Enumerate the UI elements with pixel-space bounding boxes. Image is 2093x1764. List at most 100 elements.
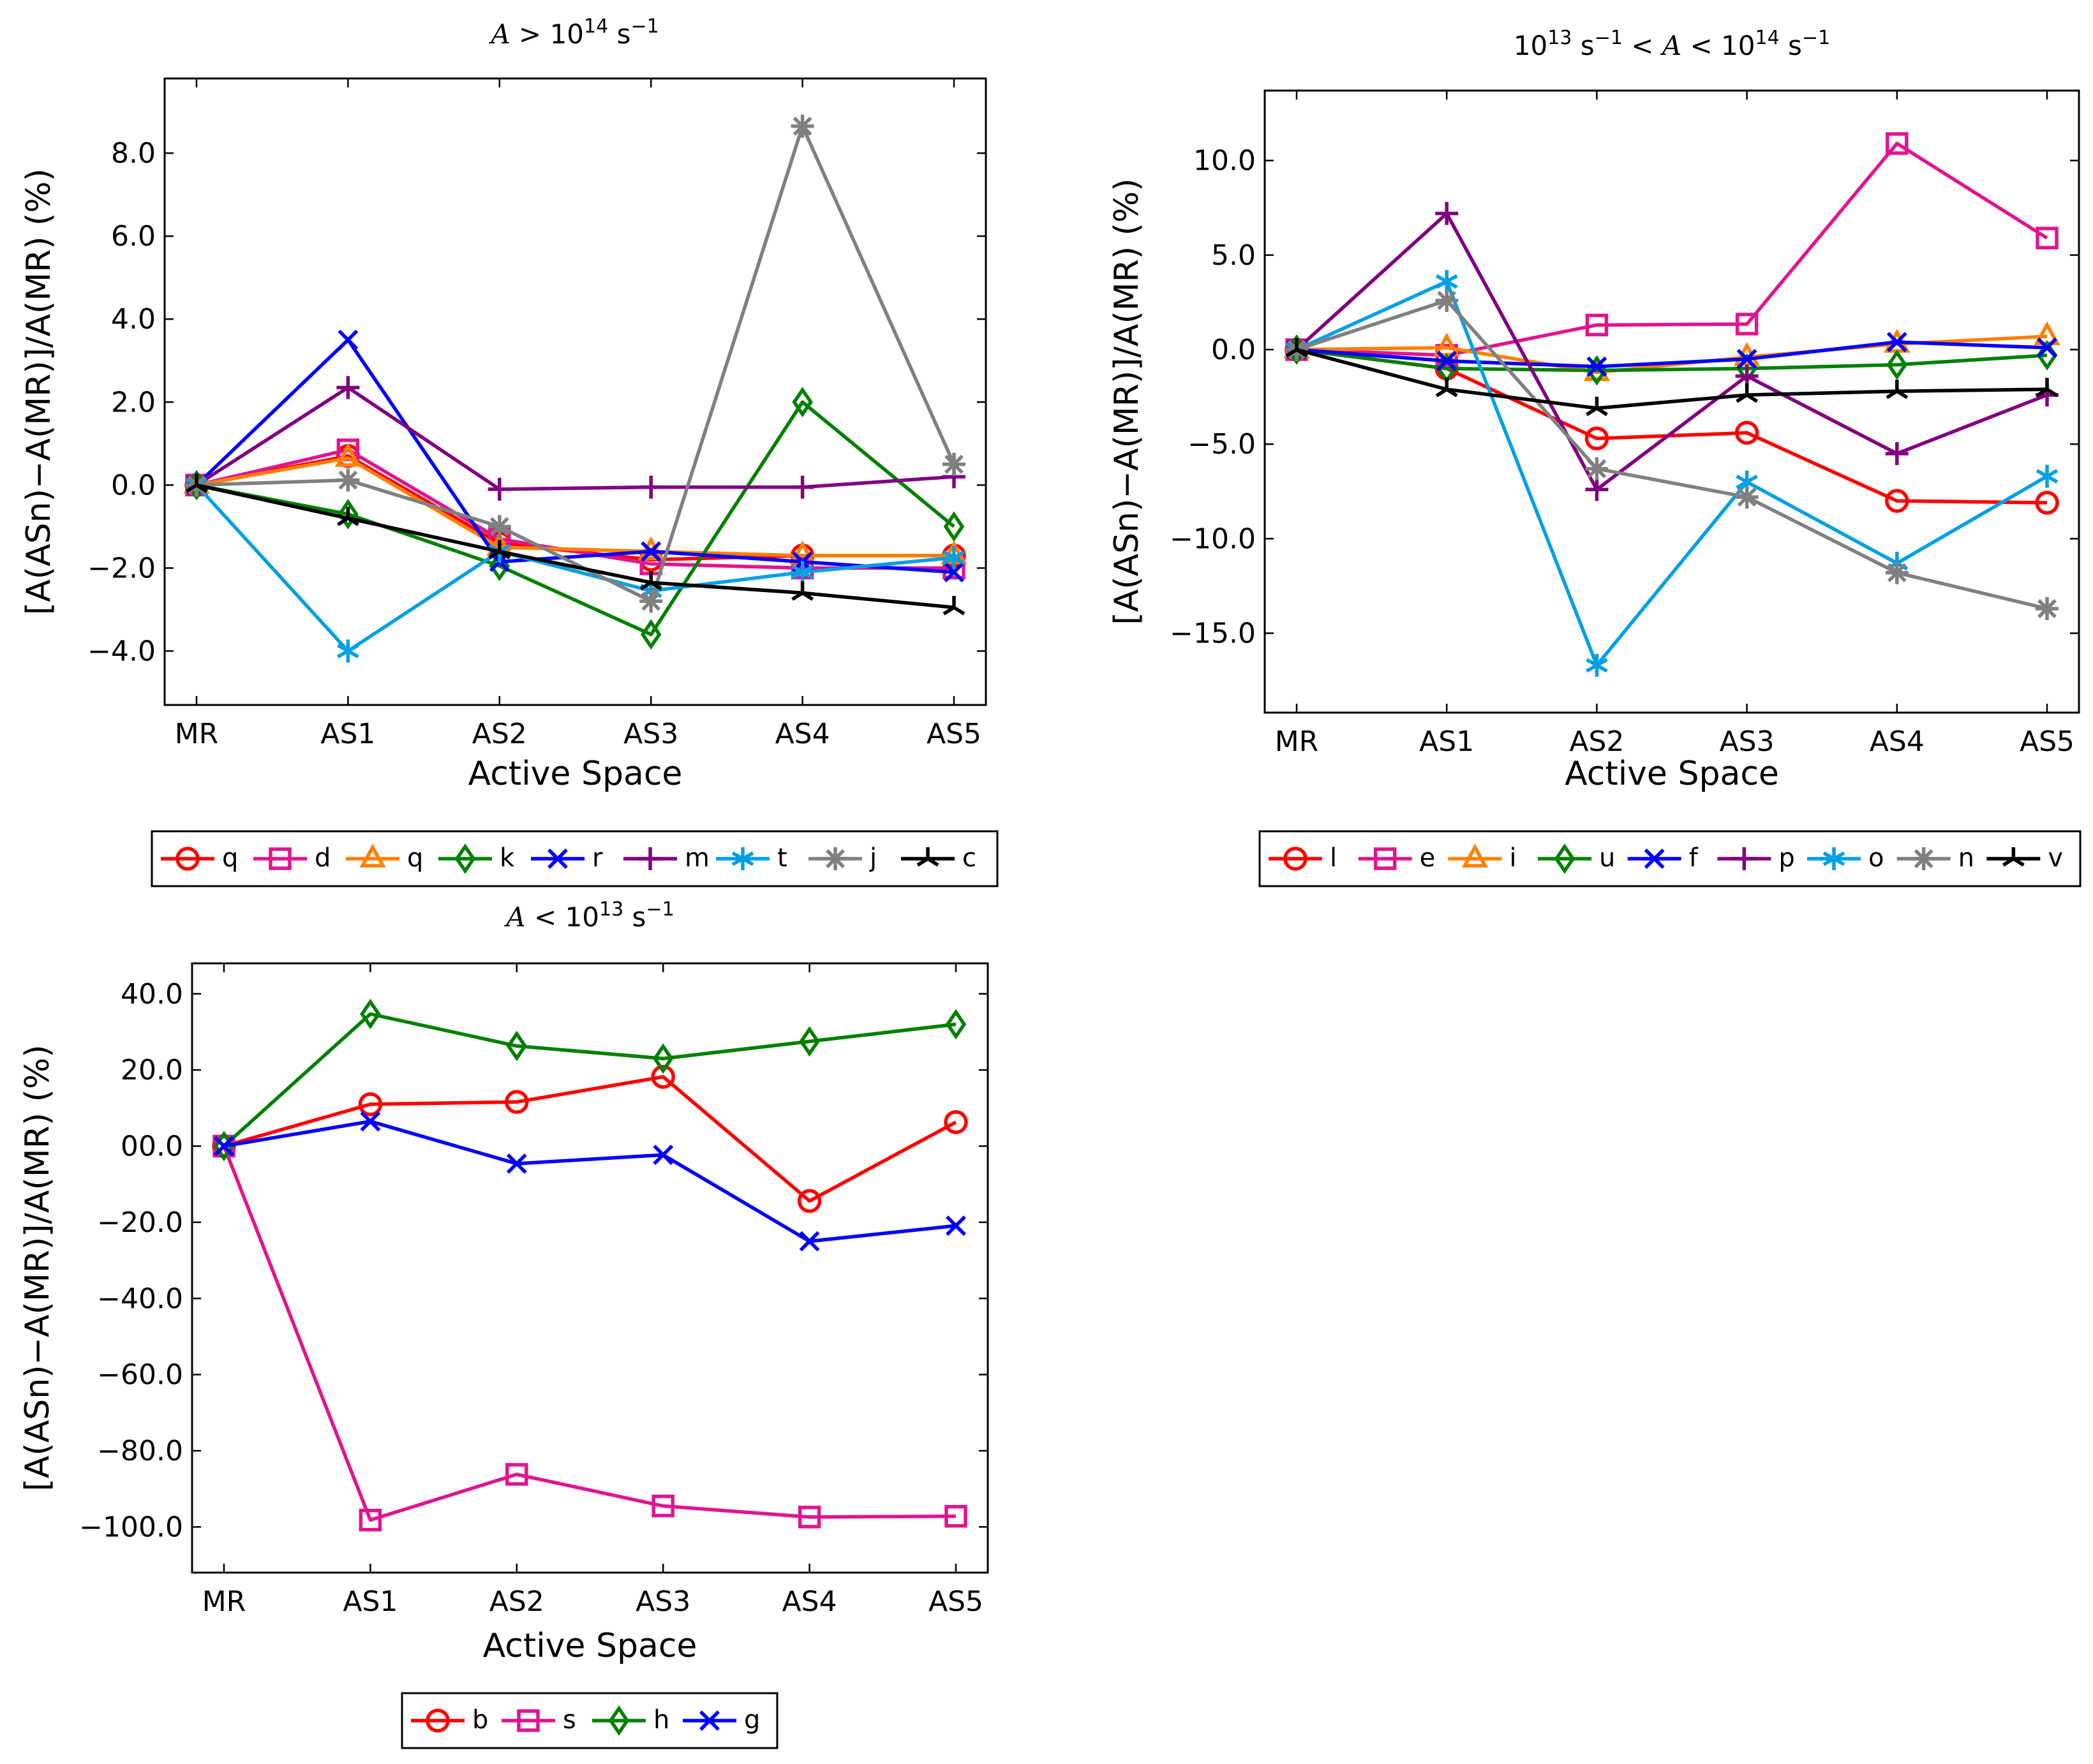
y-tick-label: −10.0	[1170, 523, 1256, 555]
legend-entry: c	[901, 843, 976, 873]
data-point	[1435, 288, 1459, 312]
data-point	[945, 1009, 967, 1040]
y-tick-label: 10.0	[1193, 145, 1256, 177]
legend-marker	[269, 847, 292, 870]
legend-label: f	[1689, 843, 1699, 873]
data-point	[1735, 485, 1759, 509]
legend-marker	[1644, 849, 1665, 869]
data-point	[944, 1110, 968, 1134]
series-line	[1296, 299, 2048, 611]
legend-label: b	[472, 1705, 488, 1735]
data-point	[1585, 478, 1609, 501]
data-point	[1435, 202, 1459, 225]
data-point	[942, 546, 965, 570]
x-tick-label: AS2	[489, 1585, 544, 1618]
chart-2: −15.0 −10.0 −5.0 0.0 5.0 10.0 MR AS1 AS2 AS3 AS4 AS…	[1108, 89, 2082, 887]
data-point	[337, 639, 359, 663]
x-axis-label: Active Space	[483, 1627, 697, 1665]
legend-label: p	[1778, 843, 1794, 873]
data-point	[360, 1111, 381, 1132]
legend-label: q	[407, 843, 423, 873]
data-point	[1886, 332, 1907, 353]
data-point	[1886, 349, 1908, 380]
data-point	[338, 498, 359, 530]
legend-label: j	[869, 843, 877, 873]
data-point	[334, 443, 362, 467]
legend-label: l	[1330, 843, 1337, 873]
data-point	[336, 468, 360, 492]
legend-marker	[639, 847, 662, 870]
data-point	[214, 1136, 234, 1157]
x-axis-label: Active Space	[1565, 755, 1779, 793]
legend-label: m	[685, 843, 710, 873]
series-line	[223, 1012, 957, 1148]
y-tick-label: 40.0	[121, 978, 183, 1011]
y-tick-label: −100.0	[79, 1511, 183, 1543]
data-point	[1585, 313, 1609, 337]
x-tick-label: AS1	[320, 718, 375, 750]
legend-marker	[1822, 847, 1845, 870]
data-point	[1885, 489, 1909, 513]
data-point	[1285, 338, 1308, 358]
data-point	[637, 536, 664, 561]
legend-marker	[731, 847, 754, 870]
y-tick-label: 20.0	[121, 1054, 183, 1086]
legend-marker	[699, 1710, 720, 1731]
legend-marker	[547, 849, 568, 869]
x-tick-label: AS4	[782, 1585, 837, 1618]
legend-marker	[1732, 847, 1756, 870]
data-point	[1886, 132, 1909, 155]
legend-entry: i	[1448, 843, 1516, 873]
series-j	[185, 114, 965, 613]
legend-entry: t	[716, 843, 787, 873]
series-n	[1285, 288, 2059, 621]
legend-marker	[1461, 843, 1488, 868]
data-point	[358, 1092, 383, 1116]
series-line	[195, 385, 955, 491]
x-tick-label: MR	[175, 718, 219, 750]
x-tick-label: MR	[202, 1585, 246, 1618]
series-h	[213, 998, 967, 1162]
x-tick-label: AS3	[1720, 725, 1775, 758]
legend-label: h	[653, 1705, 669, 1735]
legend-label: s	[563, 1705, 576, 1735]
data-point	[942, 596, 965, 616]
data-point	[1886, 380, 1909, 399]
data-point	[1735, 313, 1759, 336]
legend-label: o	[1868, 843, 1884, 873]
y-tick-label: −2.0	[87, 552, 156, 584]
data-point	[652, 1043, 674, 1074]
series-line	[1296, 348, 2048, 373]
chart-title: A > 1014 s−1	[488, 15, 659, 50]
y-tick-label: 8.0	[111, 137, 156, 170]
series-r	[186, 329, 964, 582]
legend-entry: m	[623, 843, 710, 873]
x-tick-label: AS5	[2020, 725, 2074, 758]
x-tick-label: AS4	[775, 718, 830, 750]
data-point	[797, 1189, 822, 1213]
data-point	[1885, 441, 1909, 465]
data-point	[798, 1506, 821, 1529]
legend-marker	[2002, 847, 2025, 867]
y-tick-label: 4.0	[111, 303, 156, 336]
legend-label: r	[592, 843, 603, 873]
data-point	[1436, 350, 1457, 371]
legend-marker	[1283, 847, 1307, 871]
data-point	[639, 589, 663, 613]
data-point	[791, 581, 814, 601]
y-tick-label: 0.0	[1211, 334, 1256, 366]
legend-entry: o	[1807, 843, 1884, 873]
legend-entry: j	[808, 843, 877, 873]
legend-entry: s	[502, 1705, 576, 1735]
series-line	[1296, 340, 2048, 369]
legend-entry: d	[253, 843, 331, 873]
series-line	[196, 456, 954, 558]
legend-entry: g	[683, 1705, 760, 1735]
data-point	[1734, 420, 1759, 445]
x-tick-label: AS5	[928, 1585, 983, 1618]
data-point	[505, 1463, 528, 1486]
data-point	[2036, 378, 2059, 397]
legend-label: t	[777, 843, 787, 873]
